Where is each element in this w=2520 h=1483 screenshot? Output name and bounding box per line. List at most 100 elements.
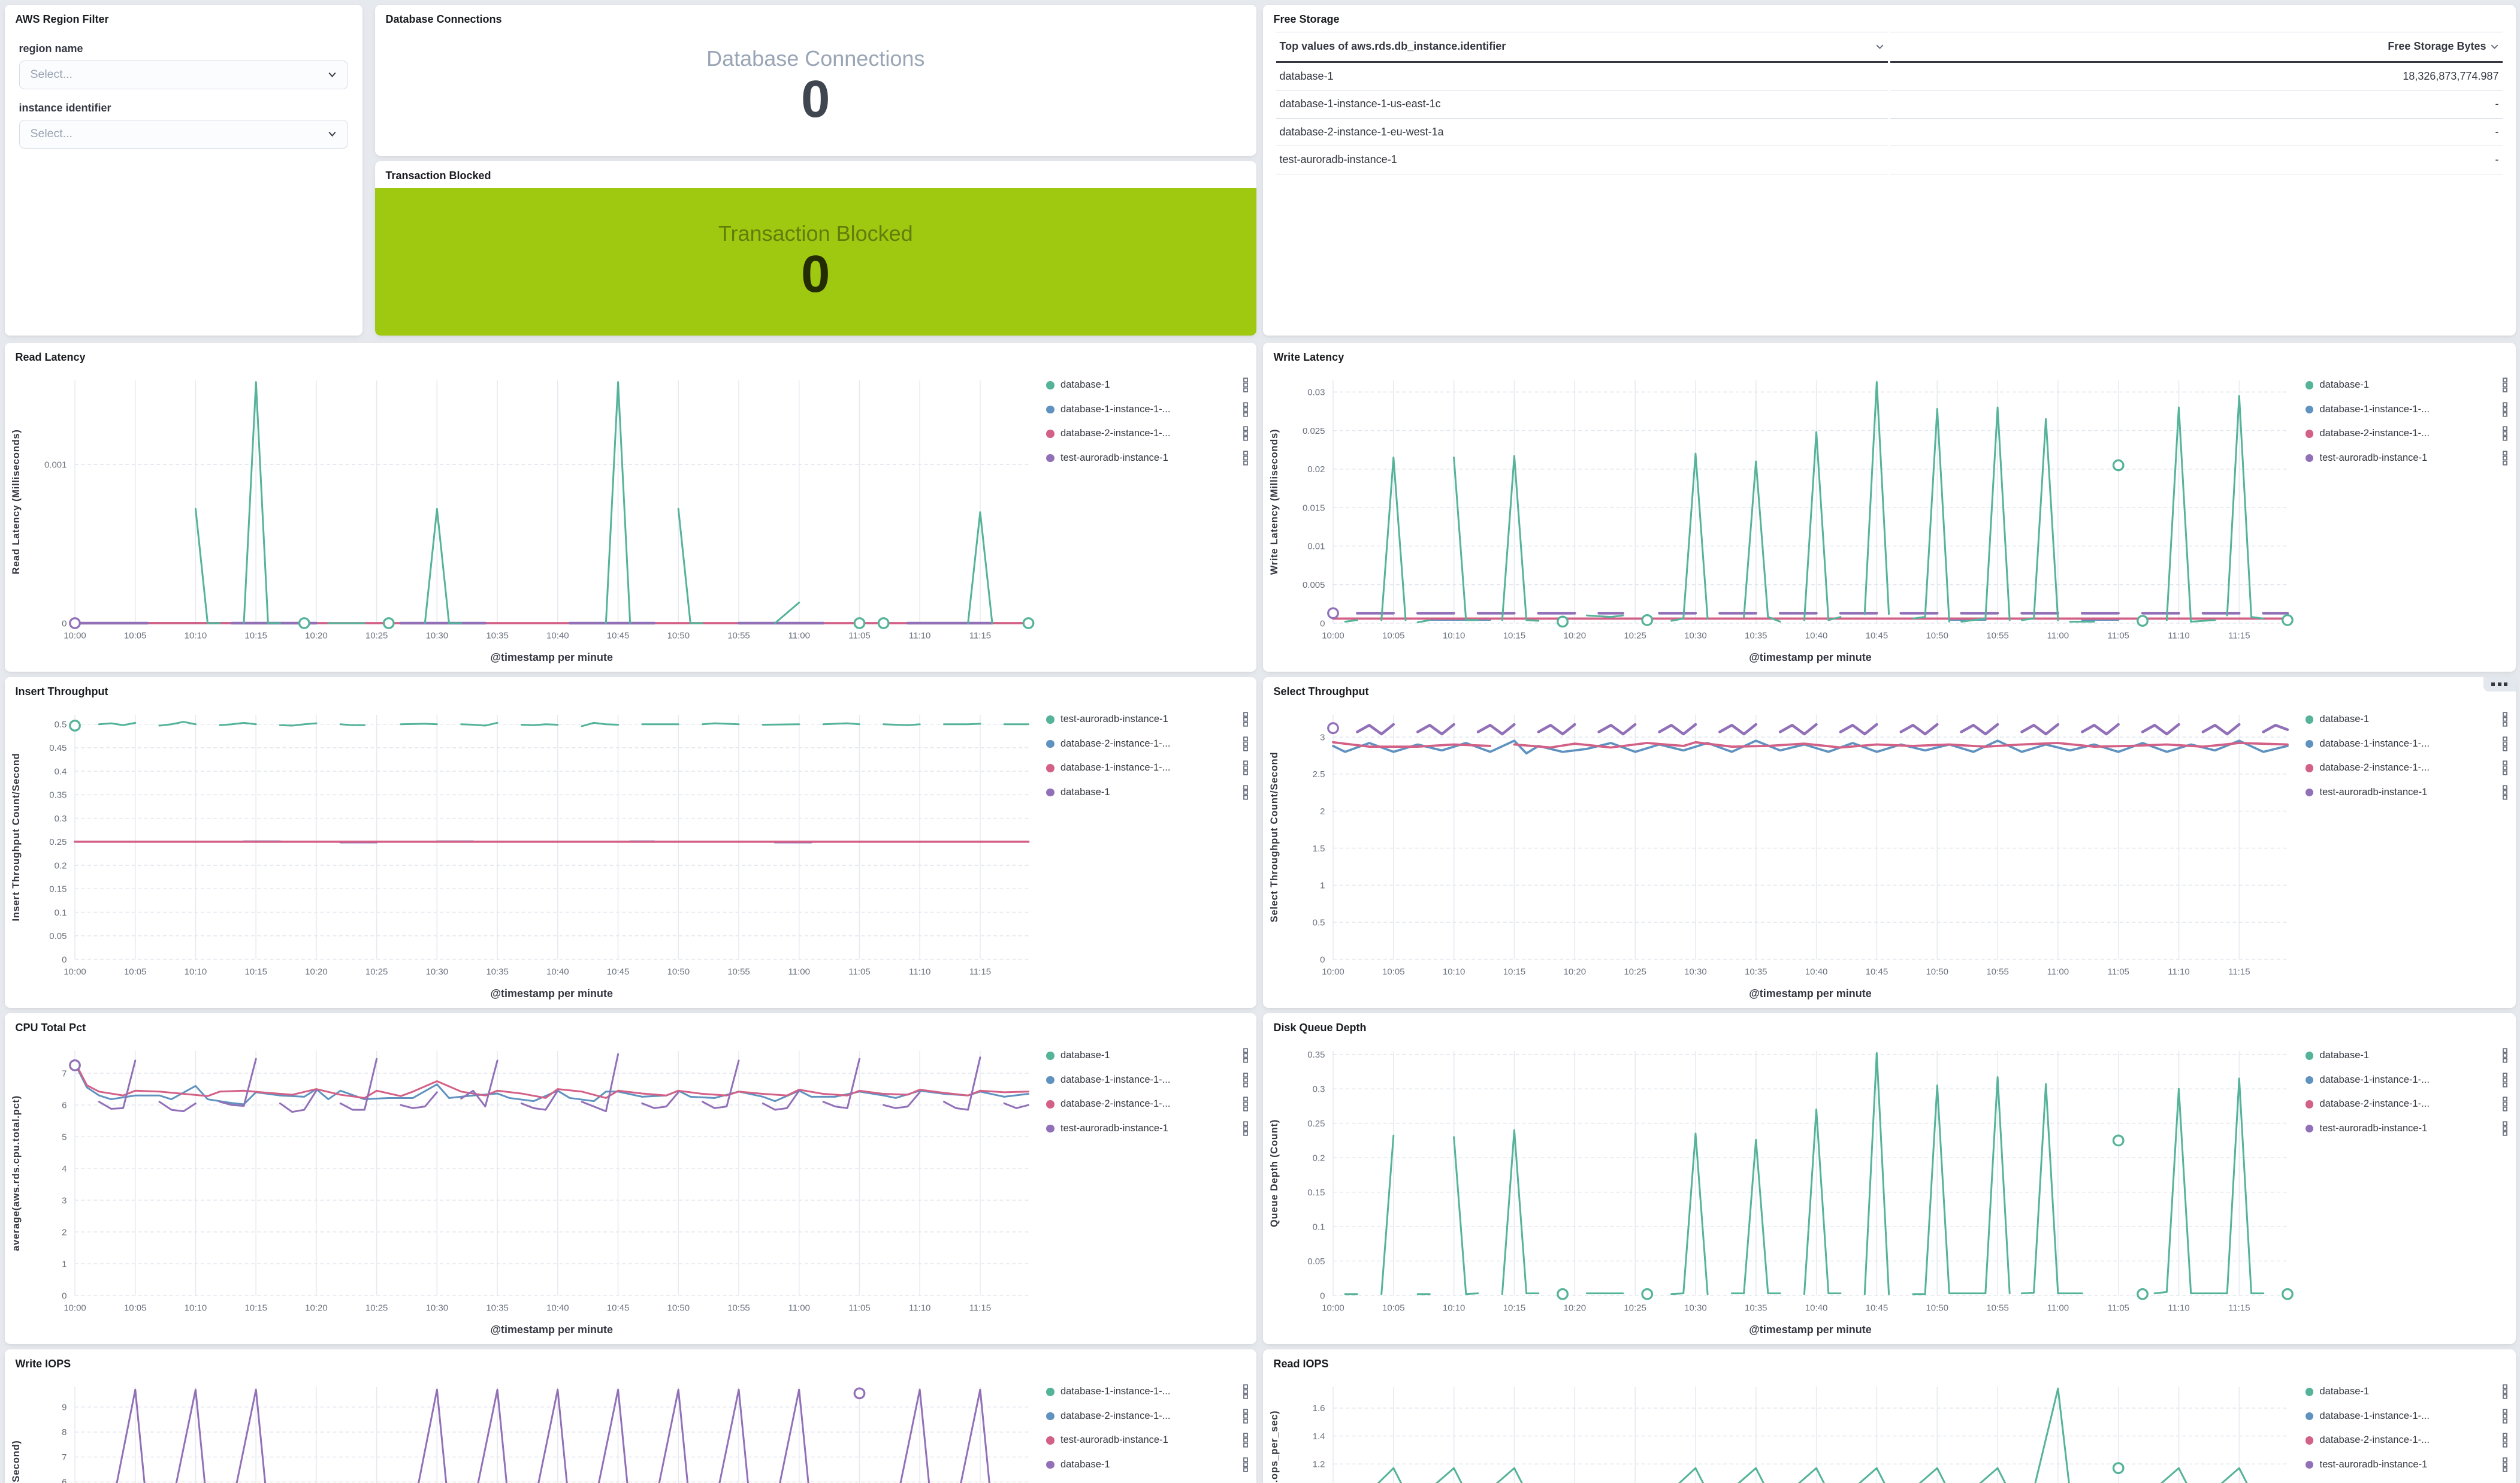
legend-item[interactable]: database-1 [2306, 708, 2509, 732]
legend-actions-icon[interactable] [2501, 425, 2509, 442]
legend-actions-icon[interactable] [1242, 1120, 1249, 1137]
legend-item[interactable]: database-1-instance-1-... [2306, 732, 2509, 756]
legend-label[interactable]: database-1-instance-1-... [2320, 404, 2430, 415]
legend-item[interactable]: test-auroradb-instance-1 [1046, 708, 1249, 732]
legend-actions-icon[interactable] [1242, 450, 1249, 466]
legend-label[interactable]: test-auroradb-instance-1 [2320, 787, 2428, 798]
legend-item[interactable]: database-1-instance-1-... [2306, 1404, 2509, 1428]
legend-item[interactable]: database-1-instance-1-... [2306, 1068, 2509, 1092]
legend-item[interactable]: database-2-instance-1-... [2306, 756, 2509, 781]
column-header-free-storage-bytes[interactable]: Free Storage Bytes [1890, 32, 2503, 63]
legend-actions-icon[interactable] [2501, 736, 2509, 752]
legend-item[interactable]: database-1 [1046, 1044, 1249, 1068]
legend-actions-icon[interactable] [2501, 711, 2509, 727]
legend-item[interactable]: test-auroradb-instance-1 [2306, 446, 2509, 470]
legend-item[interactable]: test-auroradb-instance-1 [1046, 1428, 1249, 1453]
legend-label[interactable]: database-1-instance-1-... [2320, 1410, 2430, 1422]
legend-label[interactable]: database-1-instance-1-... [1060, 1074, 1170, 1086]
legend-actions-icon[interactable] [1242, 1408, 1249, 1424]
legend-label[interactable]: database-1 [2320, 379, 2370, 391]
legend-item[interactable]: database-1 [2306, 373, 2509, 398]
column-header-instance-identifier[interactable]: Top values of aws.rds.db_instance.identi… [1276, 32, 1889, 63]
legend-label[interactable]: database-2-instance-1-... [2320, 1098, 2430, 1110]
legend-actions-icon[interactable] [2501, 1096, 2509, 1112]
legend-label[interactable]: test-auroradb-instance-1 [1060, 714, 1168, 725]
legend-label[interactable]: database-2-instance-1-... [2320, 428, 2430, 439]
legend-label[interactable]: test-auroradb-instance-1 [2320, 452, 2428, 464]
legend-label[interactable]: database-2-instance-1-... [1060, 1098, 1170, 1110]
legend-actions-icon[interactable] [2501, 1384, 2509, 1400]
legend-item[interactable]: database-2-instance-1-... [2306, 1092, 2509, 1117]
legend-actions-icon[interactable] [2501, 401, 2509, 418]
legend-actions-icon[interactable] [1242, 711, 1249, 727]
legend-item[interactable]: test-auroradb-instance-1 [2306, 1452, 2509, 1477]
legend-actions-icon[interactable] [2501, 1432, 2509, 1448]
legend-label[interactable]: test-auroradb-instance-1 [1060, 452, 1168, 464]
legend-actions-icon[interactable] [1242, 377, 1249, 393]
legend-actions-icon[interactable] [1242, 401, 1249, 418]
legend-item[interactable]: database-1 [1046, 373, 1249, 398]
legend-label[interactable]: database-2-instance-1-... [1060, 1410, 1170, 1422]
legend-label[interactable]: database-2-instance-1-... [1060, 738, 1170, 750]
legend-item[interactable]: database-1-instance-1-... [1046, 1068, 1249, 1092]
legend-item[interactable]: database-1-instance-1-... [1046, 397, 1249, 422]
legend-actions-icon[interactable] [1242, 1096, 1249, 1112]
legend-actions-icon[interactable] [1242, 736, 1249, 752]
legend-label[interactable]: database-2-instance-1-... [1060, 428, 1170, 439]
instance-identifier-select[interactable]: Select... [19, 120, 348, 149]
legend-actions-icon[interactable] [1242, 760, 1249, 776]
legend-label[interactable]: database-1 [2320, 1386, 2370, 1397]
legend-item[interactable]: database-1 [1046, 780, 1249, 805]
panel-options-icon[interactable] [2483, 677, 2516, 691]
legend-item[interactable]: test-auroradb-instance-1 [1046, 1116, 1249, 1141]
legend-label[interactable]: database-2-instance-1-... [2320, 1434, 2430, 1446]
legend-actions-icon[interactable] [1242, 1047, 1249, 1064]
legend-label[interactable]: database-1 [1060, 379, 1110, 391]
legend-label[interactable]: database-2-instance-1-... [2320, 762, 2430, 774]
legend-item[interactable]: database-2-instance-1-... [1046, 732, 1249, 756]
legend-item[interactable]: database-2-instance-1-... [2306, 1428, 2509, 1453]
legend-label[interactable]: database-1-instance-1-... [1060, 762, 1170, 774]
legend-actions-icon[interactable] [1242, 1384, 1249, 1400]
legend-label[interactable]: database-1-instance-1-... [1060, 404, 1170, 415]
legend-label[interactable]: database-1 [2320, 1050, 2370, 1061]
legend-actions-icon[interactable] [1242, 1432, 1249, 1448]
legend-actions-icon[interactable] [1242, 1072, 1249, 1088]
legend-item[interactable]: database-1-instance-1-... [2306, 397, 2509, 422]
legend-actions-icon[interactable] [2501, 1047, 2509, 1064]
legend-actions-icon[interactable] [2501, 450, 2509, 466]
legend-actions-icon[interactable] [2501, 377, 2509, 393]
legend-actions-icon[interactable] [1242, 784, 1249, 801]
legend-label[interactable]: database-1-instance-1-... [2320, 1074, 2430, 1086]
legend-item[interactable]: database-2-instance-1-... [1046, 1092, 1249, 1117]
legend-item[interactable]: database-1 [2306, 1044, 2509, 1068]
legend-label[interactable]: database-1-instance-1-... [1060, 1386, 1170, 1397]
legend-label[interactable]: database-1 [1060, 1459, 1110, 1470]
legend-label[interactable]: test-auroradb-instance-1 [1060, 1434, 1168, 1446]
legend-actions-icon[interactable] [1242, 425, 1249, 442]
legend-item[interactable]: database-1-instance-1-... [1046, 756, 1249, 781]
legend-label[interactable]: test-auroradb-instance-1 [2320, 1123, 2428, 1134]
legend-item[interactable]: database-2-instance-1-... [1046, 1404, 1249, 1428]
legend-actions-icon[interactable] [2501, 760, 2509, 776]
region-name-select[interactable]: Select... [19, 61, 348, 89]
legend-actions-icon[interactable] [2501, 784, 2509, 801]
legend-item[interactable]: test-auroradb-instance-1 [1046, 446, 1249, 470]
legend-actions-icon[interactable] [2501, 1120, 2509, 1137]
legend-label[interactable]: database-1 [1060, 1050, 1110, 1061]
legend-item[interactable]: database-1-instance-1-... [1046, 1380, 1249, 1405]
legend-item[interactable]: database-2-instance-1-... [1046, 422, 1249, 446]
legend-actions-icon[interactable] [2501, 1072, 2509, 1088]
legend-label[interactable]: database-1 [1060, 787, 1110, 798]
legend-item[interactable]: database-2-instance-1-... [2306, 422, 2509, 446]
legend-item[interactable]: database-1 [1046, 1452, 1249, 1477]
legend-label[interactable]: database-1-instance-1-... [2320, 738, 2430, 750]
legend-label[interactable]: test-auroradb-instance-1 [1060, 1123, 1168, 1134]
legend-item[interactable]: test-auroradb-instance-1 [2306, 780, 2509, 805]
legend-label[interactable]: test-auroradb-instance-1 [2320, 1459, 2428, 1470]
legend-label[interactable]: database-1 [2320, 714, 2370, 725]
legend-item[interactable]: test-auroradb-instance-1 [2306, 1116, 2509, 1141]
legend-actions-icon[interactable] [2501, 1408, 2509, 1424]
legend-item[interactable]: database-1 [2306, 1380, 2509, 1405]
legend-actions-icon[interactable] [1242, 1457, 1249, 1473]
